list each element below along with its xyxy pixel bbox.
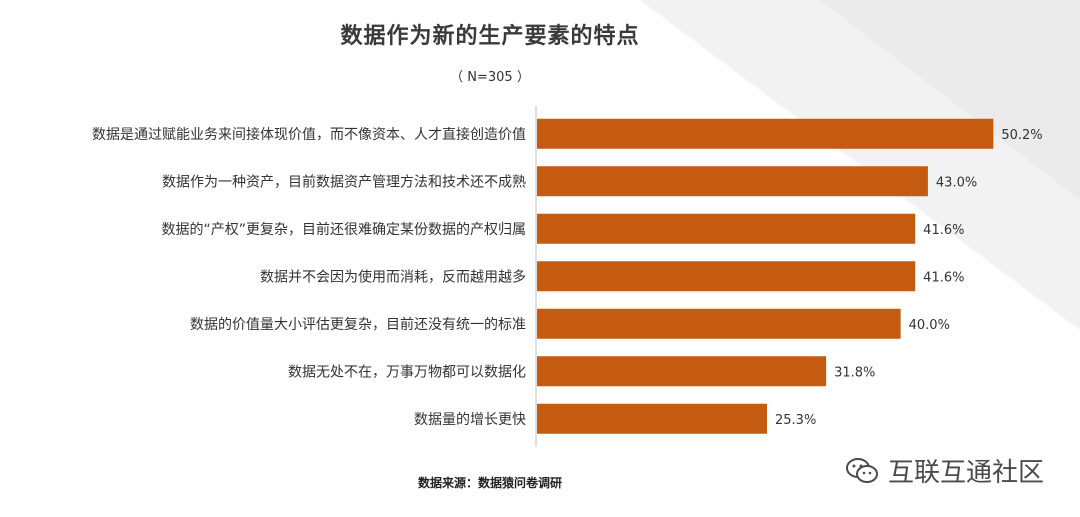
bar <box>537 403 767 434</box>
value-label: 50.2% <box>1001 128 1042 143</box>
wechat-icon <box>844 456 880 486</box>
category-label: 数据无处不在，万事万物都可以数据化 <box>288 364 526 380</box>
category-label: 数据的价值量大小评估更复杂，目前还没有统一的标准 <box>190 316 526 333</box>
category-label: 数据是通过赋能业务来间接体现价值，而不像资本、人才直接创造价值 <box>92 126 526 143</box>
data-source: 数据来源：数据猿问卷调研 <box>417 476 562 490</box>
watermark: 互联互通社区 <box>844 452 1044 489</box>
category-label: 数据作为一种资产，目前数据资产管理方法和技术还不成熟 <box>162 173 526 190</box>
bar <box>537 213 916 244</box>
value-label: 31.8% <box>834 365 875 380</box>
category-label: 数据的“产权”更复杂，目前还很难确定某份数据的产权归属 <box>161 221 526 238</box>
watermark-text: 互联互通社区 <box>887 458 1044 488</box>
category-label: 数据量的增长更快 <box>414 412 526 428</box>
bar <box>537 308 901 339</box>
value-label: 43.0% <box>936 175 977 190</box>
value-label: 25.3% <box>775 413 816 428</box>
chart-subtitle: （ N=305 ） <box>450 70 530 85</box>
value-label: 41.6% <box>923 223 964 238</box>
bar <box>537 261 916 292</box>
bar <box>537 166 928 197</box>
category-label: 数据并不会因为使用而消耗，反而越用越多 <box>260 268 526 285</box>
value-label: 40.0% <box>909 318 950 333</box>
value-label: 41.6% <box>923 270 964 285</box>
chart-title: 数据作为新的生产要素的特点 <box>340 24 640 49</box>
bar <box>537 118 994 149</box>
bar <box>537 356 827 387</box>
